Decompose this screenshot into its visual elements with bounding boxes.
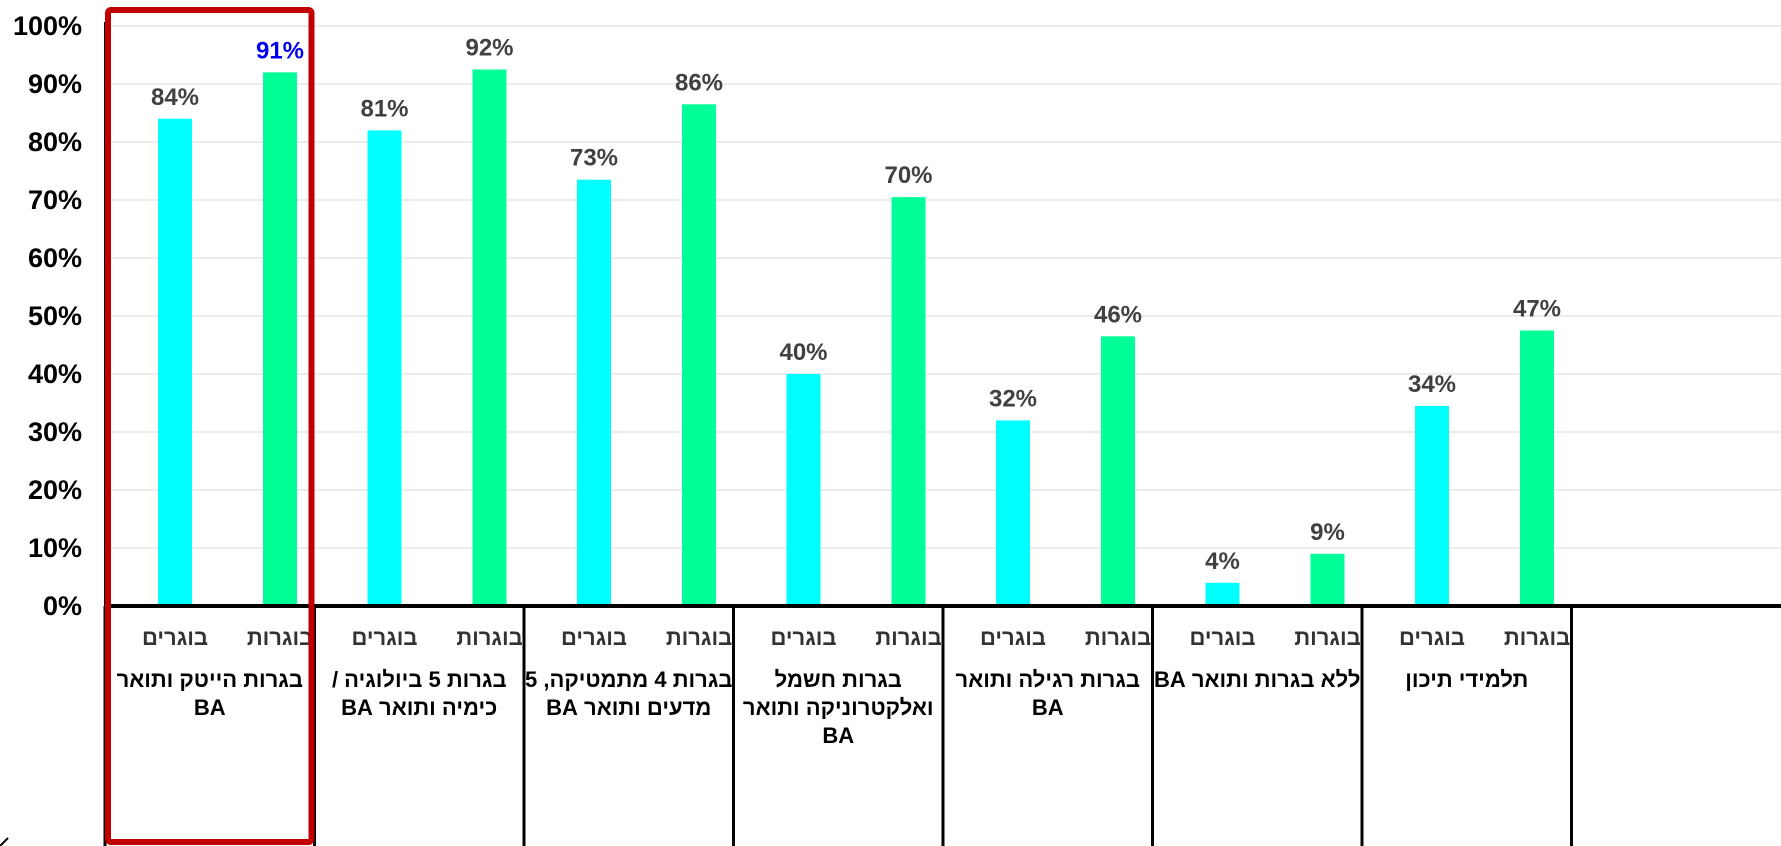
category-label: בגרות הייטק ותואר [117, 667, 303, 692]
value-label: 92% [465, 35, 513, 62]
bar-boys [996, 420, 1030, 606]
sublabel-girls: בוגרות [666, 625, 732, 650]
sublabel-boys: בוגרים [771, 625, 837, 650]
category-label: BA [822, 723, 854, 748]
value-label: 70% [884, 162, 932, 189]
value-label: 86% [675, 69, 723, 96]
sublabel-girls: בוגרות [247, 625, 313, 650]
sublabel-girls: בוגרות [1504, 625, 1570, 650]
category-label: כימיה ותואר BA [341, 695, 497, 720]
value-label: 32% [989, 385, 1037, 412]
value-label: 84% [151, 84, 199, 111]
y-tick-label: 20% [28, 475, 82, 505]
y-tick-label: 50% [28, 301, 82, 331]
bar-boys [367, 130, 402, 606]
sublabel-boys: בוגרים [142, 625, 208, 650]
y-tick-label: 80% [28, 127, 82, 157]
category-label: BA [194, 695, 226, 720]
category-label: תלמידי תיכון [1405, 667, 1528, 692]
y-tick-label: 90% [28, 69, 82, 99]
bar-girls [1520, 330, 1554, 606]
sublabel-boys: בוגרים [352, 625, 418, 650]
value-label: 4% [1205, 548, 1240, 575]
bar-boys [786, 374, 821, 606]
sublabel-boys: בוגרים [561, 625, 627, 650]
sublabel-girls: בוגרות [1294, 625, 1360, 650]
category-label: בגרות 5 ביולוגיה / [332, 667, 507, 692]
bars [158, 69, 1554, 607]
bar-girls [1101, 336, 1135, 606]
value-label: 46% [1094, 301, 1142, 328]
value-label: 40% [779, 339, 827, 366]
bar-boys [577, 179, 611, 606]
y-tick-label: 0% [43, 591, 82, 621]
category-label: בגרות רגילה ותואר [956, 667, 1140, 692]
value-label: 91% [256, 37, 304, 64]
category-labels: בוגרים בוגרות בגרות הייטק ותואר BA בוגרים בוג… [117, 625, 1571, 748]
y-tick-label: 40% [28, 359, 82, 389]
bar-boys [158, 118, 192, 607]
sublabel-girls: בוגרות [456, 625, 522, 650]
y-tick-label: 10% [28, 533, 82, 563]
y-tick-label: 60% [28, 243, 82, 273]
bar-boys [1415, 405, 1449, 606]
category-label: ואלקטרוניקה ותואר [743, 695, 934, 720]
bar-girls [263, 72, 297, 606]
y-tick-label: 30% [28, 417, 82, 447]
highlight-box [105, 7, 315, 845]
value-label: 73% [570, 145, 618, 172]
bar-girls [682, 104, 716, 607]
sublabel-girls: בוגרות [875, 625, 941, 650]
bar-girls [1310, 553, 1345, 606]
category-label: ללא בגרות ותואר BA [1154, 667, 1361, 692]
bar-boys [1205, 582, 1240, 606]
value-labels: 84% 91% 81% 92% 73% 86% 40% 70% 32% 46% 4% 9% 34% 47% [151, 35, 1561, 575]
bar-girls [472, 69, 507, 606]
sublabel-boys: בוגרים [1399, 625, 1465, 650]
y-tick-label: 100% [13, 11, 82, 41]
value-label: 81% [360, 95, 408, 122]
category-label: בגרות 4 מתמטיקה, 5 [525, 667, 732, 692]
axes [0, 22, 1781, 846]
sublabel-boys: בוגרים [1190, 625, 1256, 650]
highlight-rectangle [105, 7, 315, 845]
sublabel-boys: בוגרים [980, 625, 1046, 650]
y-axis-tick-labels: 0% 10% 20% 30% 40% 50% 60% 70% 80% 90% 100% [13, 11, 82, 621]
value-label: 47% [1513, 296, 1561, 323]
sublabel-girls: בוגרות [1085, 625, 1151, 650]
value-label: 34% [1408, 371, 1456, 398]
bar-girls [891, 197, 926, 606]
category-label: מדעים ותואר BA [546, 695, 711, 720]
value-label: 9% [1310, 519, 1345, 546]
y-tick-label: 70% [28, 185, 82, 215]
category-label: BA [1032, 695, 1064, 720]
axis-corner-mark [0, 837, 9, 846]
category-label: בגרות חשמל [775, 667, 902, 692]
